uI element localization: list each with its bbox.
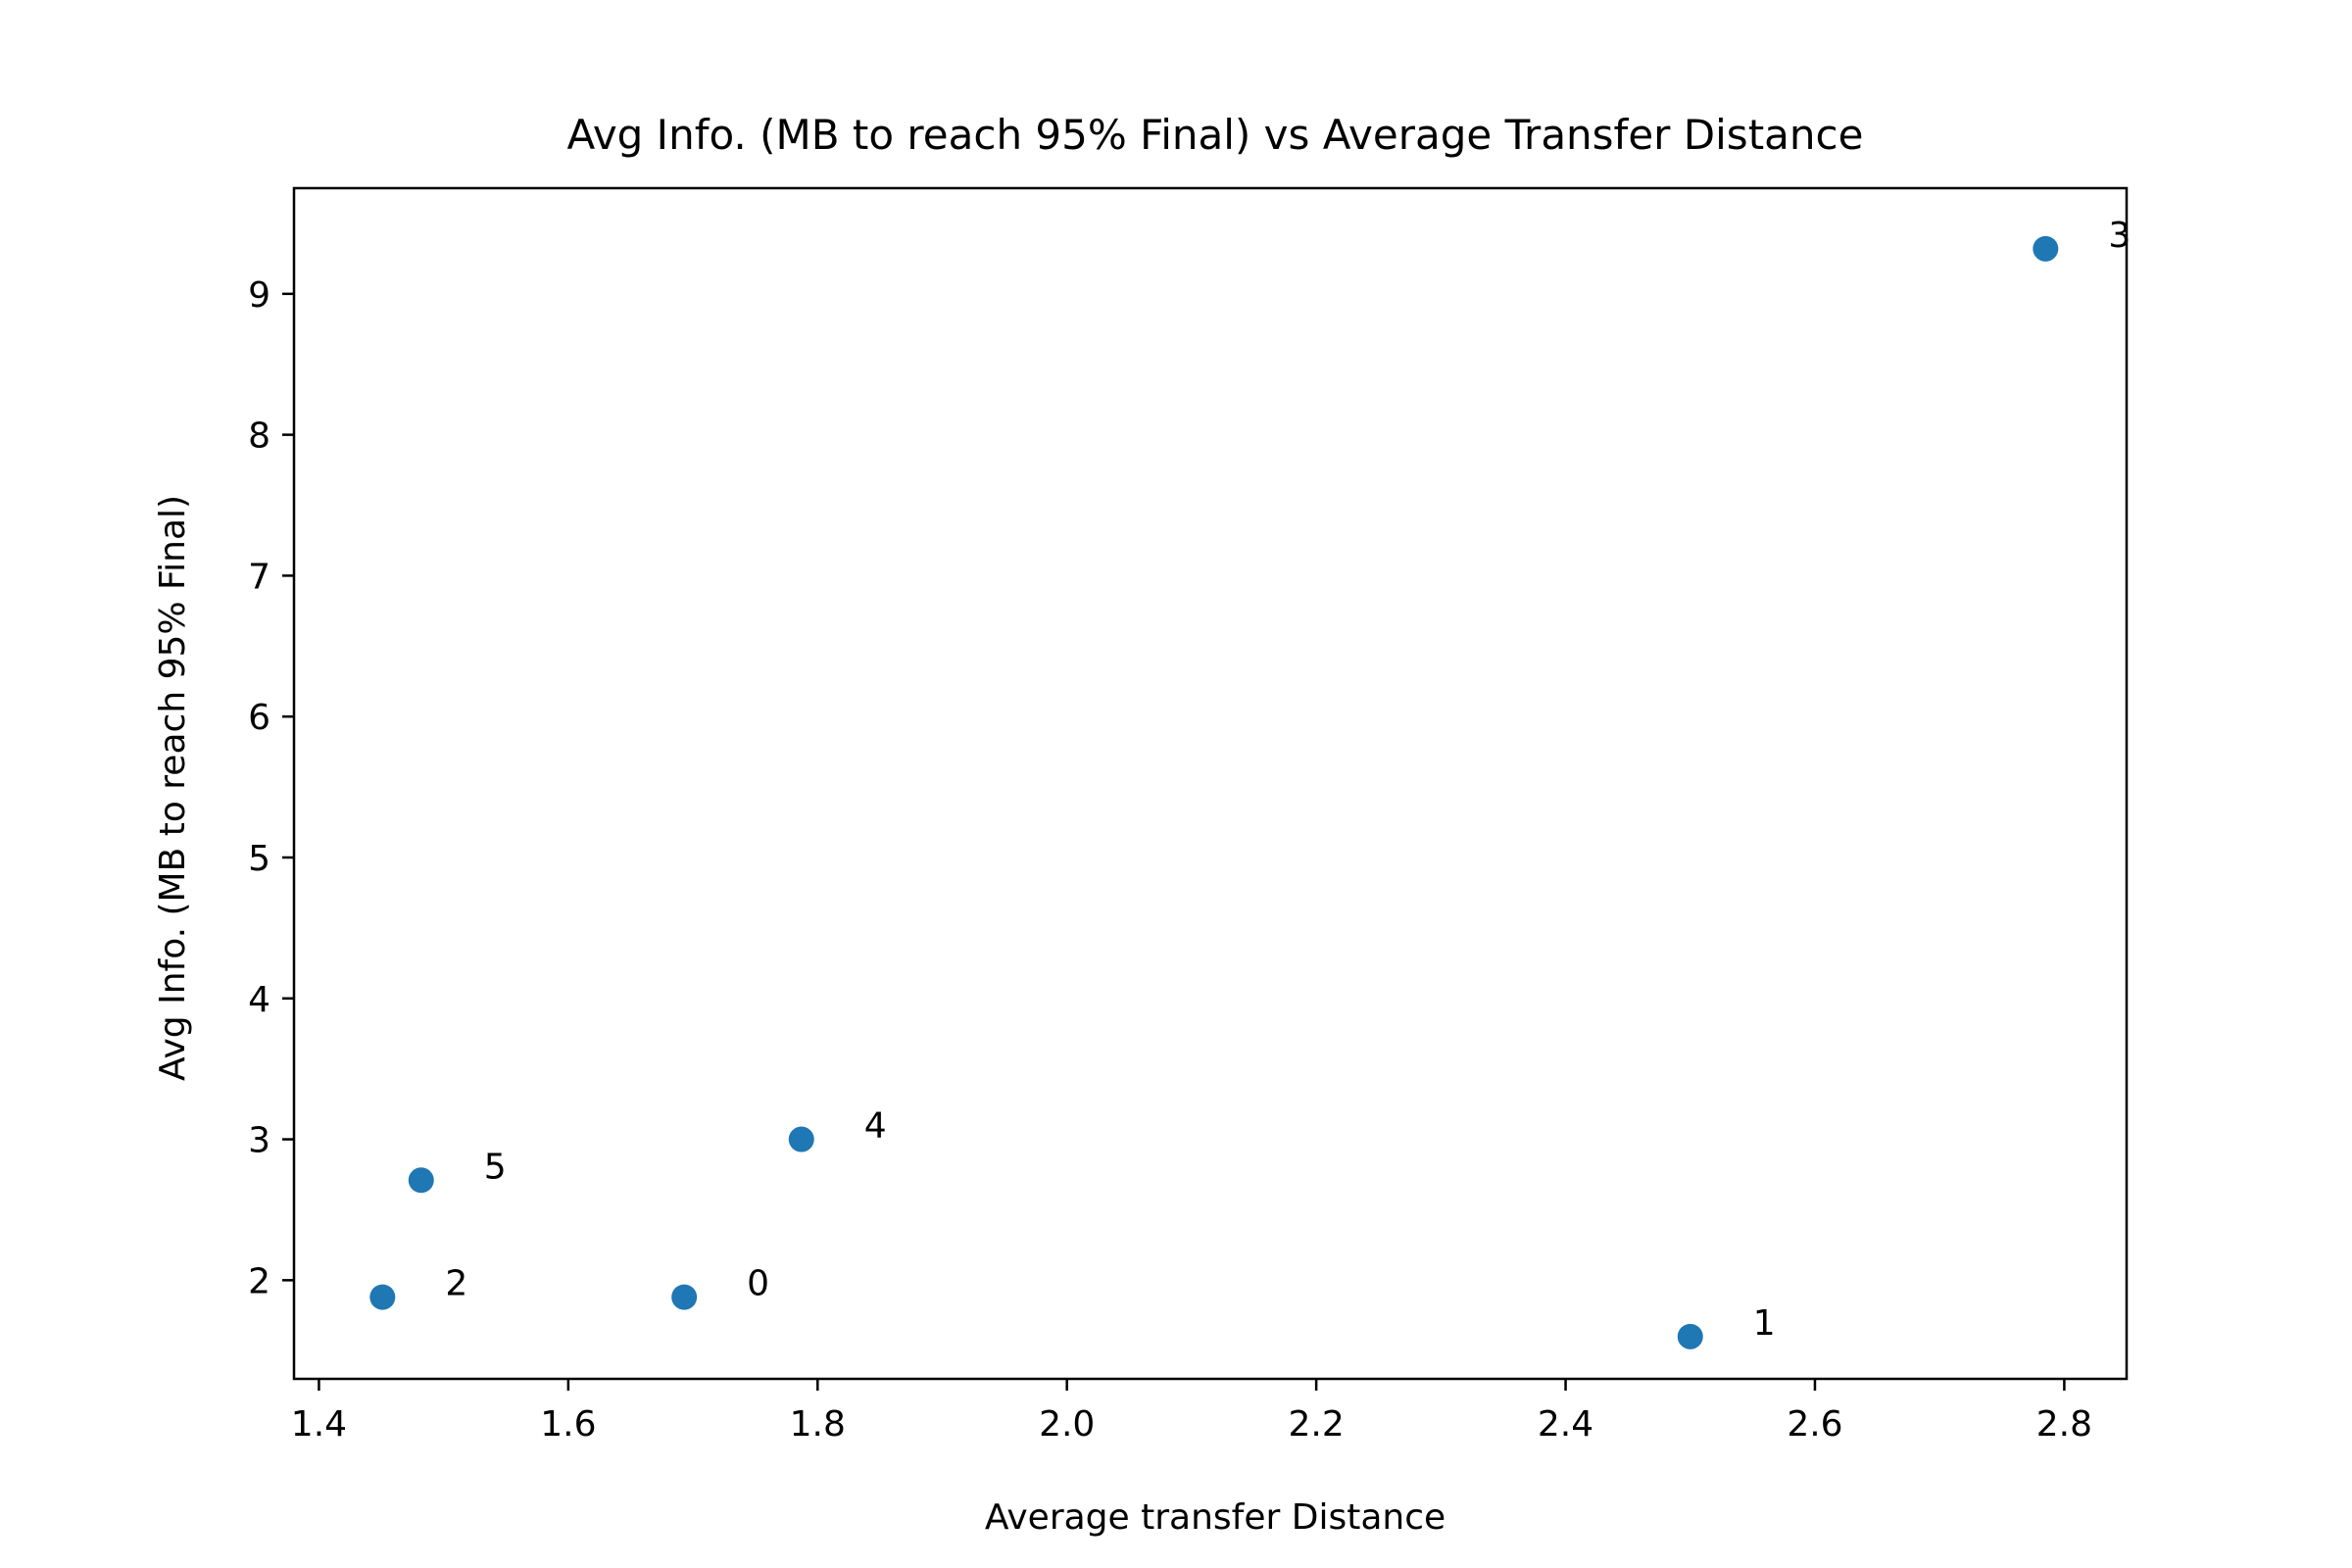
data-point-0 [671, 1284, 698, 1310]
data-point-4 [788, 1126, 814, 1152]
x-axis-label: Average transfer Distance [985, 1497, 1446, 1538]
x-tick-label: 2.8 [2036, 1404, 2092, 1445]
y-tick-label: 4 [248, 980, 270, 1020]
data-point-3 [2033, 235, 2059, 262]
y-tick-label: 2 [248, 1261, 270, 1301]
data-point-2 [369, 1284, 396, 1310]
data-point-1 [1677, 1323, 1703, 1349]
point-label-1: 1 [1753, 1303, 1776, 1344]
data-point-5 [408, 1167, 434, 1194]
x-tick-label: 2.2 [1288, 1404, 1344, 1445]
plot-area: 1.4 1.6 1.8 2.0 2.2 2.4 2.6 2.8 2 3 4 5 6 7 8 9 0 1 2 3 4 5 [248, 216, 2131, 1445]
y-tick-label: 6 [248, 698, 270, 738]
x-tick-label: 1.4 [291, 1404, 347, 1445]
point-label-5: 5 [484, 1147, 507, 1187]
y-tick-label: 9 [248, 275, 270, 316]
point-label-0: 0 [747, 1264, 769, 1304]
y-tick-label: 7 [248, 557, 270, 597]
y-tick-label: 8 [248, 416, 270, 457]
chart-title: Avg Info. (MB to reach 95% Final) vs Ave… [567, 111, 1864, 159]
y-tick-label: 5 [248, 839, 270, 879]
x-tick-label: 1.8 [790, 1404, 846, 1445]
x-tick-label: 2.6 [1787, 1404, 1842, 1445]
y-axis-label: Avg Info. (MB to reach 95% Final) [153, 495, 193, 1081]
point-label-4: 4 [864, 1106, 887, 1147]
x-tick-label: 2.4 [1538, 1404, 1593, 1445]
point-label-2: 2 [445, 1264, 467, 1304]
x-tick-label: 1.6 [540, 1404, 596, 1445]
point-label-3: 3 [2108, 216, 2131, 256]
x-tick-label: 2.0 [1039, 1404, 1095, 1445]
y-tick-label: 3 [248, 1121, 270, 1161]
plot-frame [292, 186, 2129, 1381]
